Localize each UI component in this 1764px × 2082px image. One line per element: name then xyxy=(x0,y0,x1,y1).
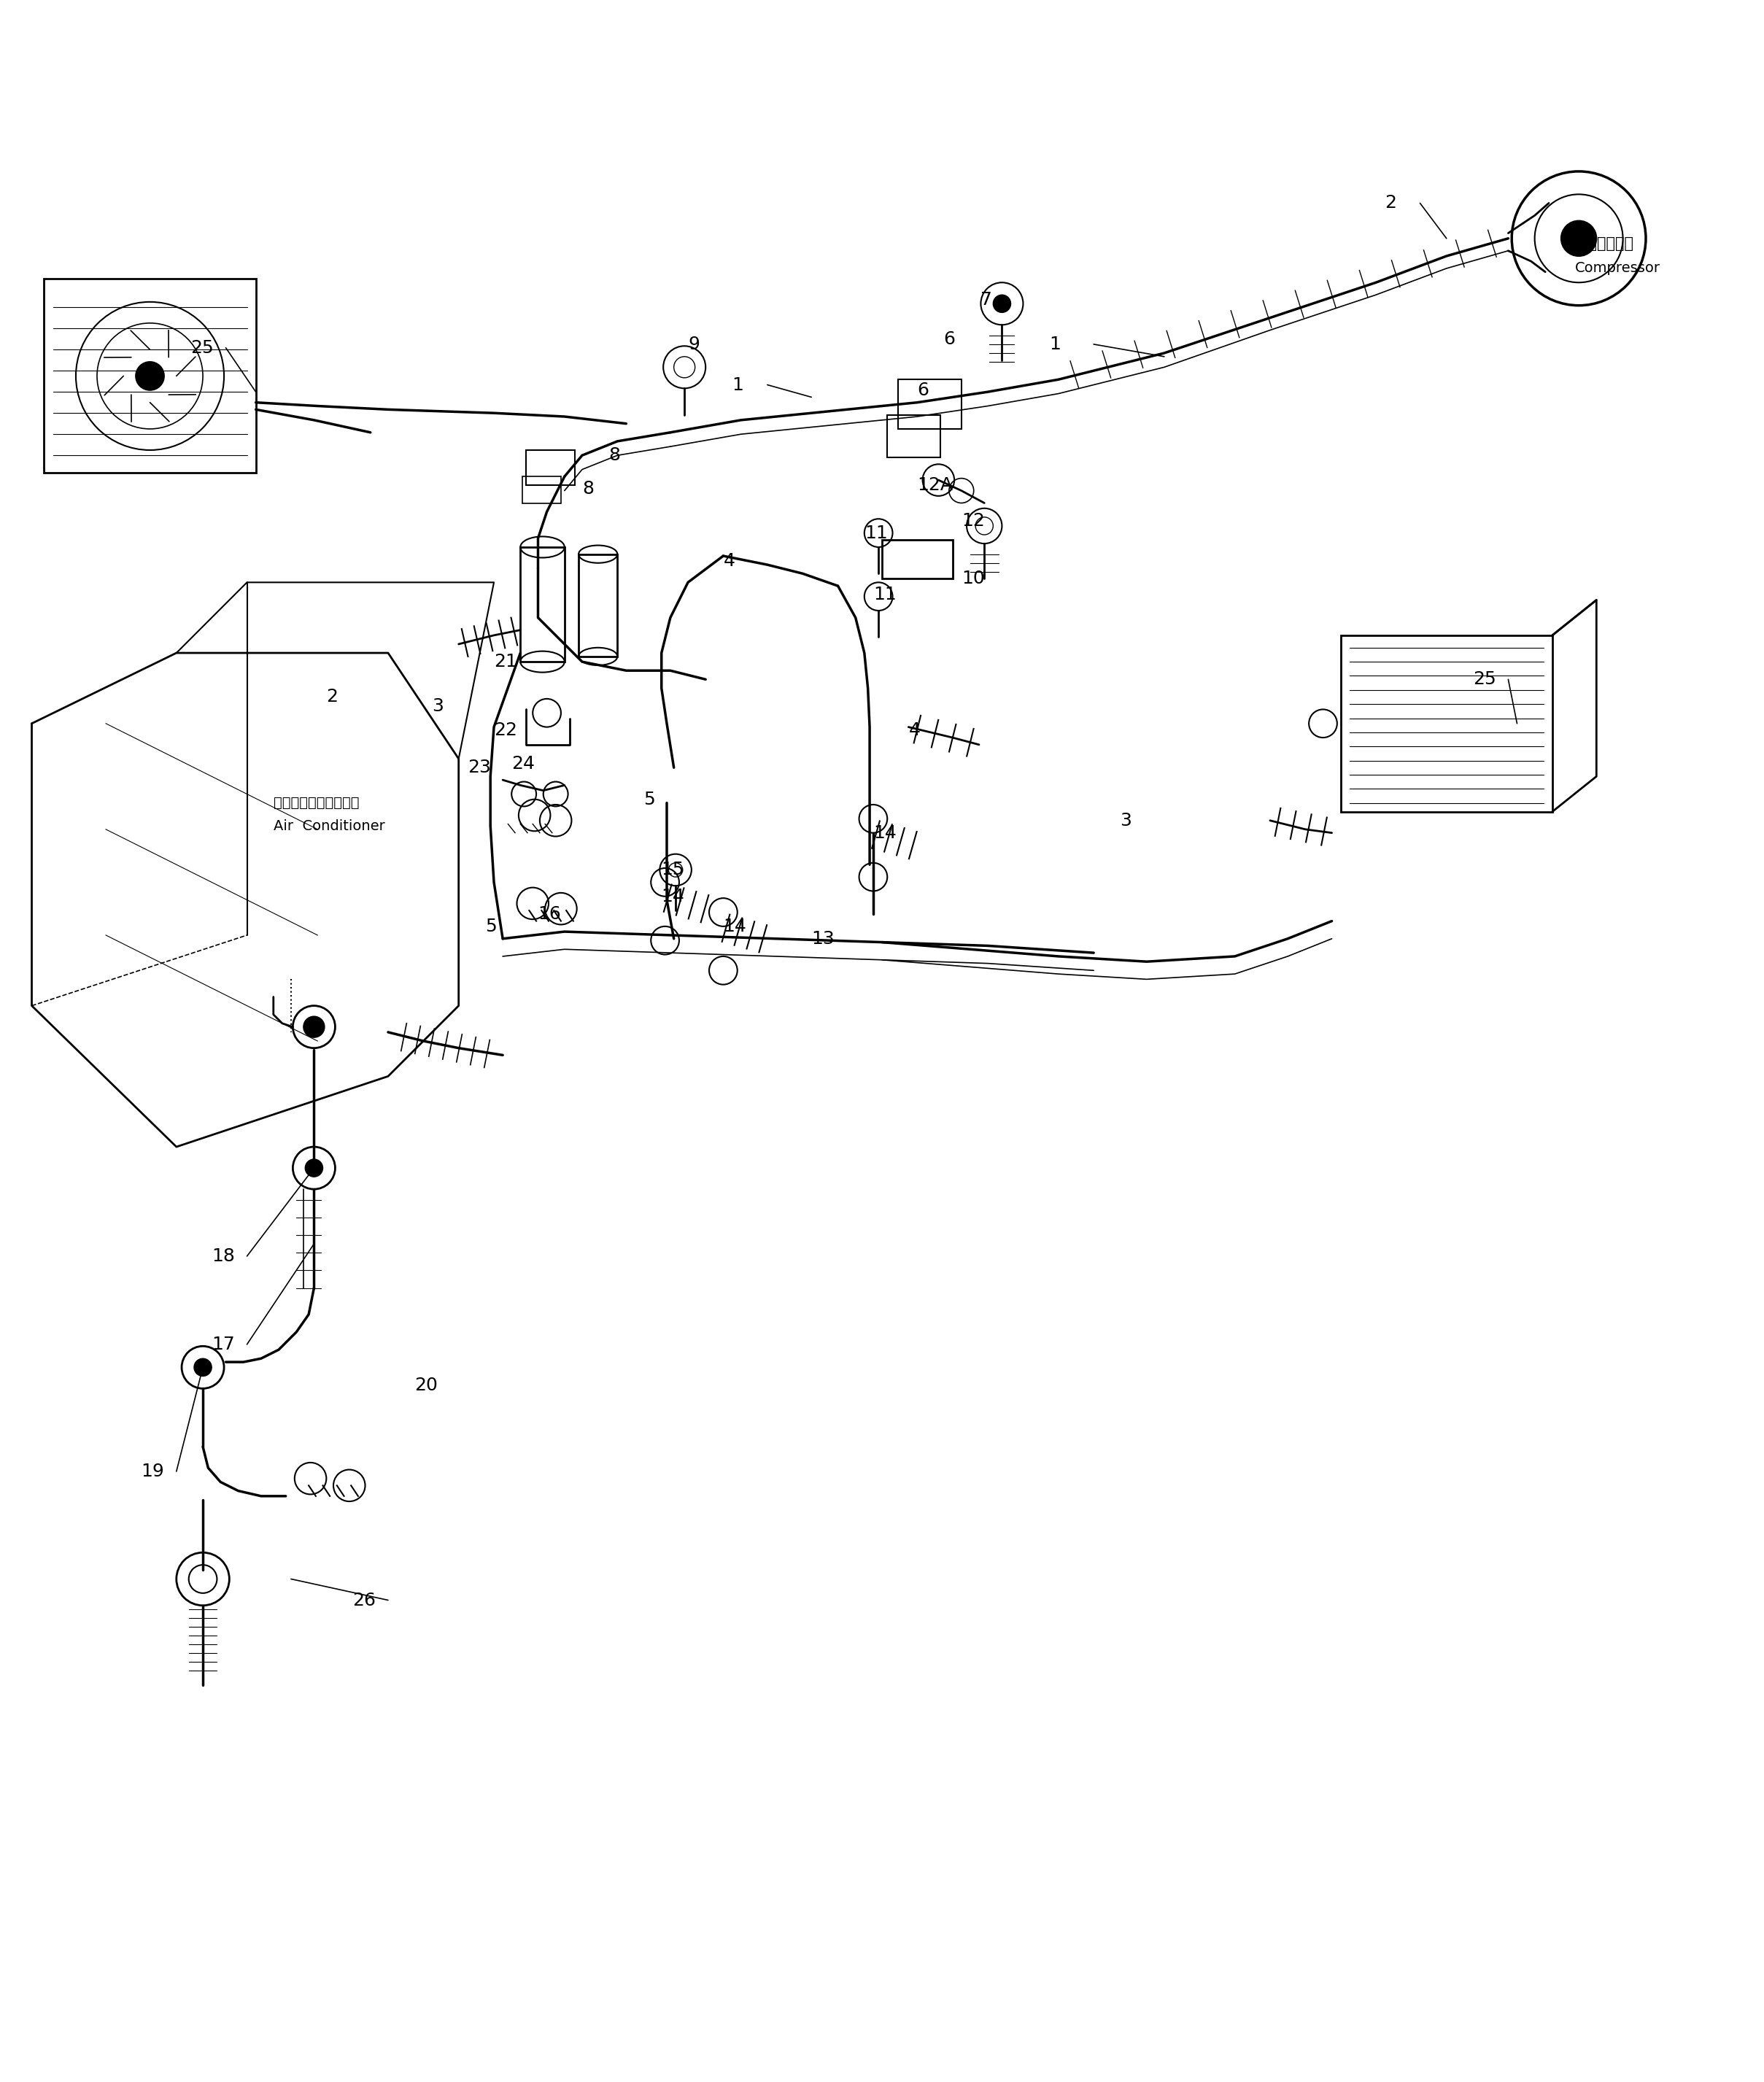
Text: 26: 26 xyxy=(353,1591,376,1609)
Bar xyxy=(522,477,561,504)
Text: Air  Conditioner: Air Conditioner xyxy=(273,818,385,833)
Text: Compressor: Compressor xyxy=(1575,262,1660,275)
Text: 4: 4 xyxy=(908,722,921,739)
Circle shape xyxy=(1561,221,1596,256)
Text: 25: 25 xyxy=(1473,670,1496,689)
Bar xyxy=(882,539,953,579)
Text: 20: 20 xyxy=(415,1376,437,1393)
Text: 15: 15 xyxy=(662,862,684,879)
Circle shape xyxy=(303,1016,325,1037)
Text: コンプレッサ: コンプレッサ xyxy=(1579,237,1633,252)
Text: 10: 10 xyxy=(961,570,984,587)
Text: 5: 5 xyxy=(644,791,656,808)
Text: 13: 13 xyxy=(811,931,834,947)
Text: 5: 5 xyxy=(485,918,497,935)
Text: 25: 25 xyxy=(191,339,213,356)
Bar xyxy=(1341,635,1552,812)
Text: 14: 14 xyxy=(662,887,684,906)
Text: 11: 11 xyxy=(864,525,887,541)
Text: 8: 8 xyxy=(609,448,621,464)
Text: 2: 2 xyxy=(326,689,339,706)
Circle shape xyxy=(993,296,1011,312)
Bar xyxy=(44,279,256,473)
Text: 4: 4 xyxy=(723,552,736,570)
Text: 3: 3 xyxy=(432,697,445,714)
Text: 11: 11 xyxy=(873,585,896,604)
Text: 17: 17 xyxy=(212,1337,235,1353)
Text: 6: 6 xyxy=(917,381,930,400)
Circle shape xyxy=(136,362,164,389)
Bar xyxy=(898,379,961,429)
Text: 16: 16 xyxy=(538,906,561,922)
Text: 14: 14 xyxy=(873,824,896,841)
Text: 1: 1 xyxy=(732,377,744,393)
Text: 3: 3 xyxy=(1120,812,1132,829)
Text: 24: 24 xyxy=(512,756,534,772)
Circle shape xyxy=(305,1160,323,1176)
Text: 9: 9 xyxy=(688,335,700,354)
Text: 14: 14 xyxy=(723,918,746,935)
Text: 7: 7 xyxy=(981,291,993,308)
Circle shape xyxy=(194,1360,212,1376)
Text: 2: 2 xyxy=(1385,194,1397,212)
Text: 19: 19 xyxy=(141,1464,164,1480)
Text: 12: 12 xyxy=(961,512,984,529)
Text: 6: 6 xyxy=(944,331,956,348)
Text: 22: 22 xyxy=(494,722,517,739)
Text: 1: 1 xyxy=(1050,335,1062,354)
Bar xyxy=(526,450,575,485)
Text: 21: 21 xyxy=(494,654,517,670)
Text: エアーコンディショナ: エアーコンディショナ xyxy=(273,795,360,810)
Text: 18: 18 xyxy=(212,1247,235,1266)
Text: 12A: 12A xyxy=(917,477,953,493)
Bar xyxy=(887,414,940,458)
Text: 8: 8 xyxy=(582,481,594,498)
Bar xyxy=(579,554,617,656)
Bar xyxy=(520,548,564,662)
Text: 23: 23 xyxy=(467,758,490,777)
